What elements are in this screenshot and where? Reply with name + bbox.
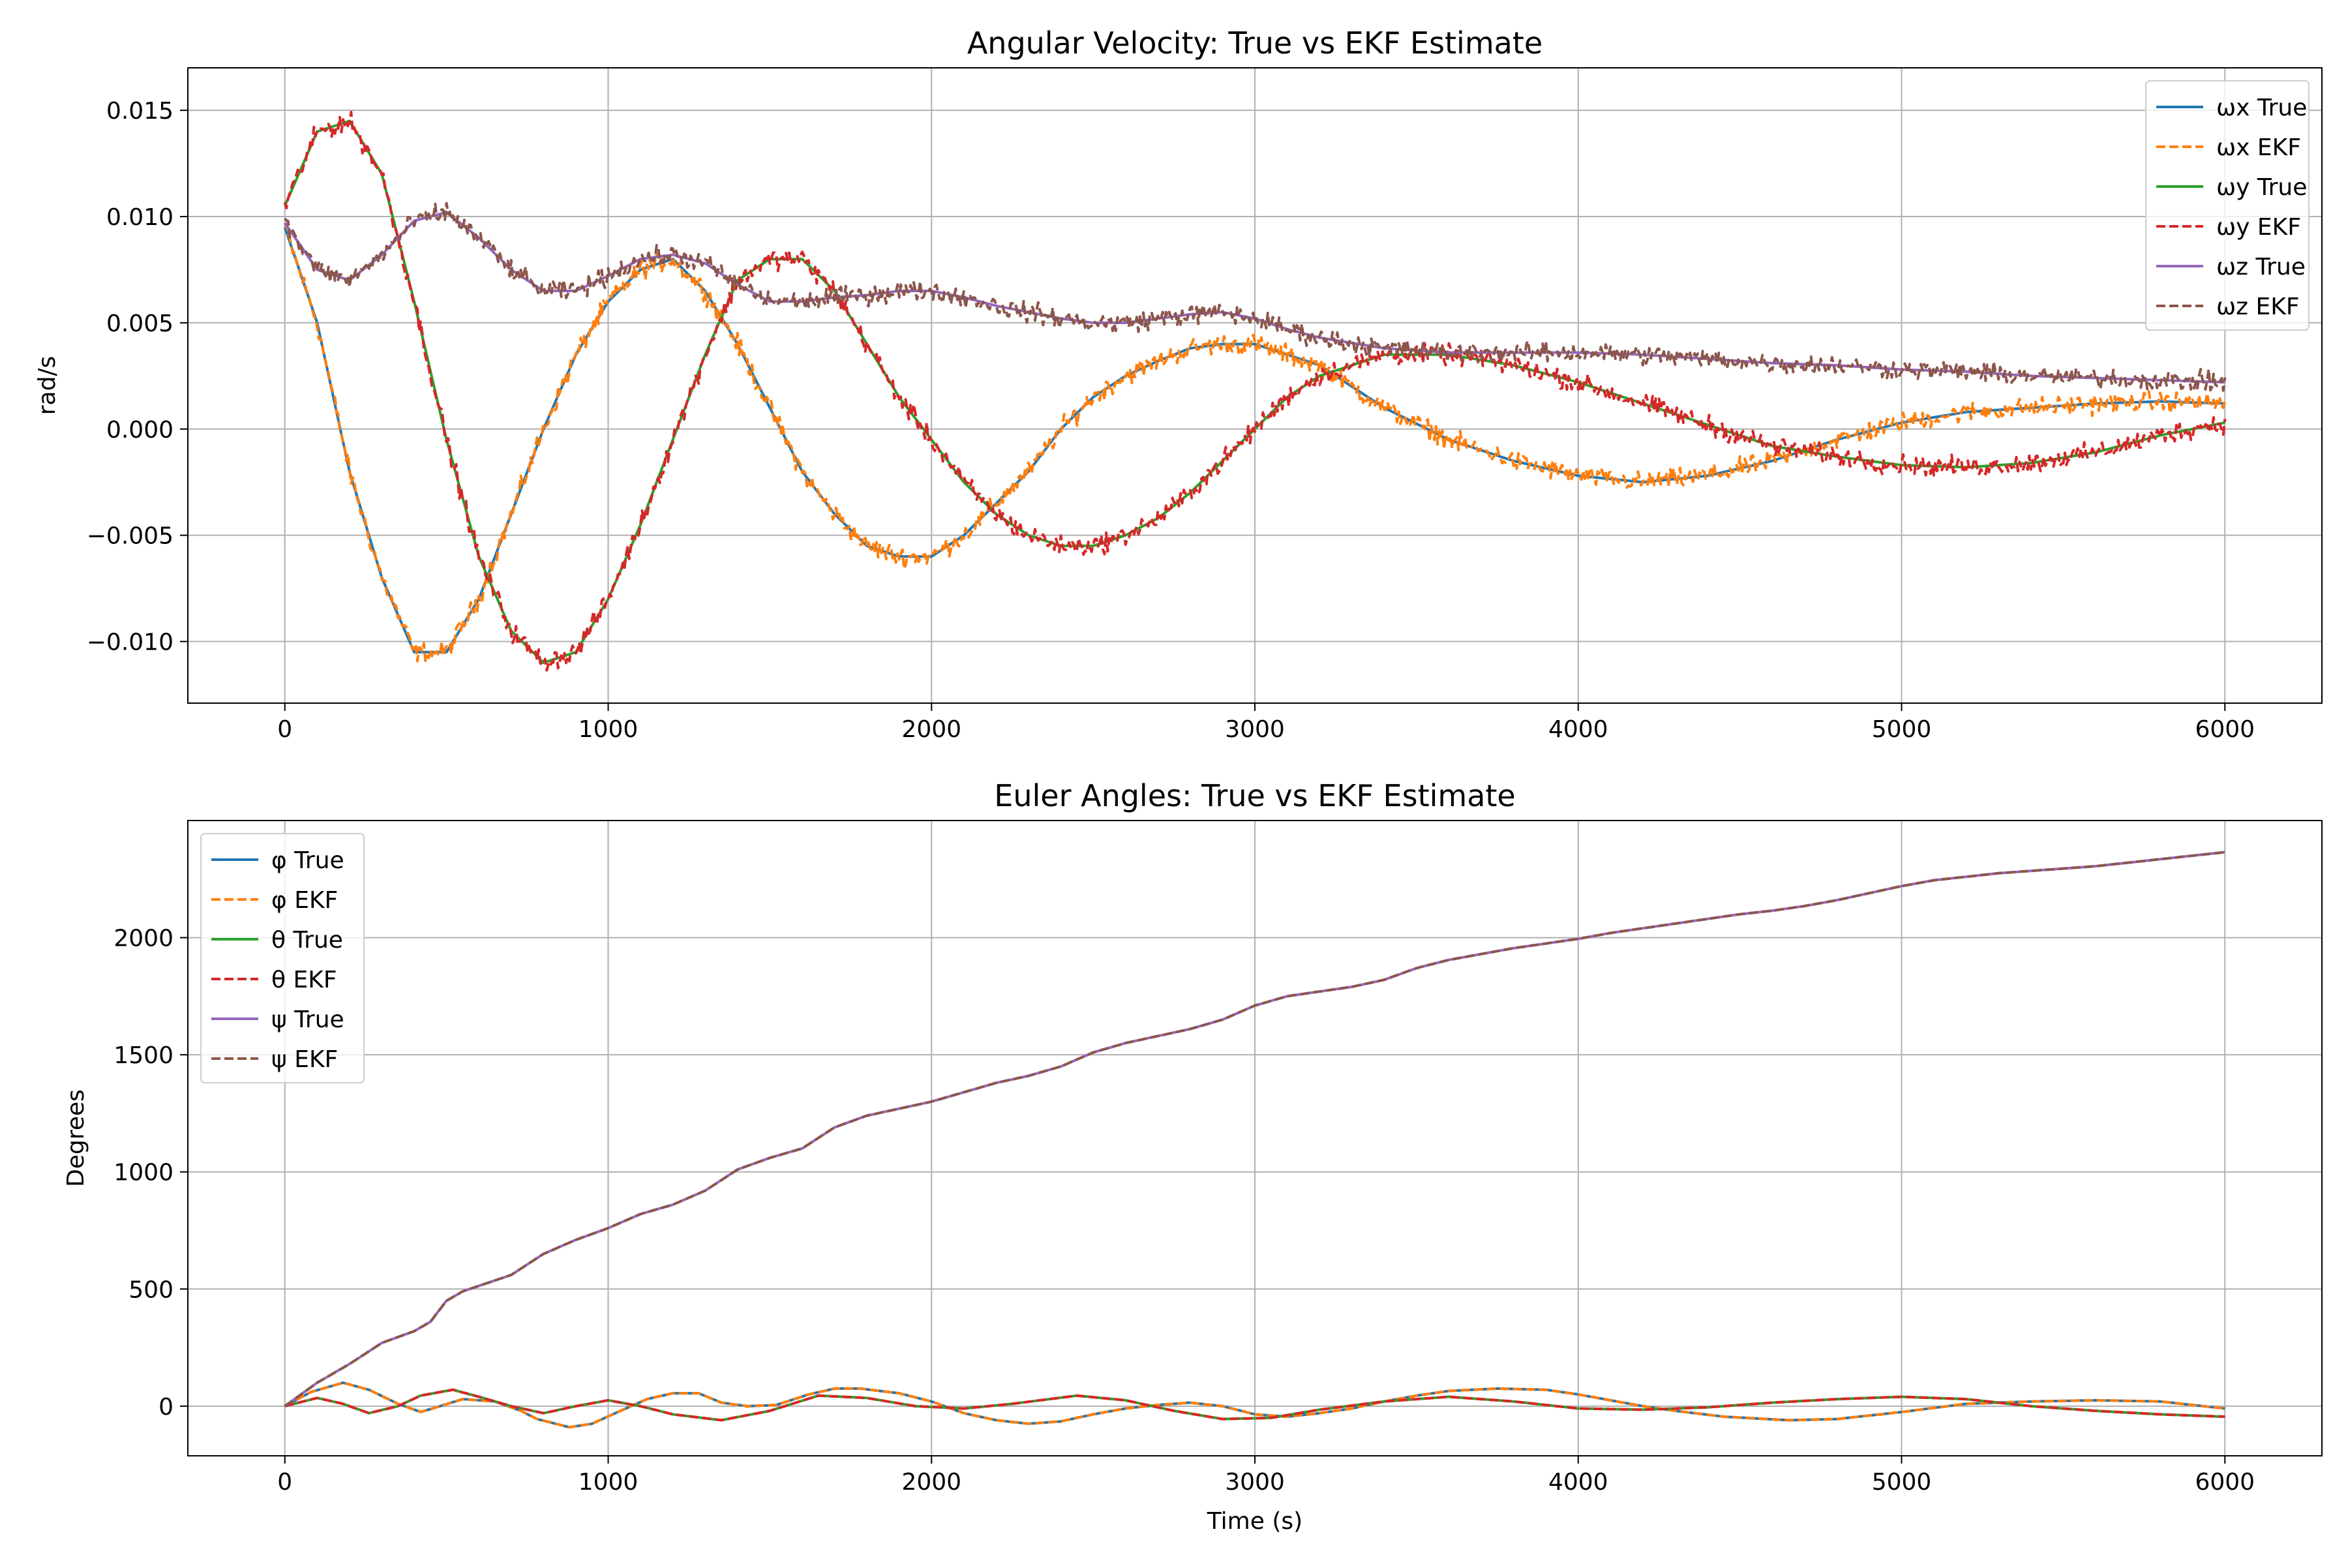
euler-angles-legend-box [200, 833, 365, 1083]
euler-angles-legend-label: θ EKF [271, 967, 337, 993]
euler-angles-xtick-label: 5000 [1872, 1469, 1932, 1496]
angular-velocity-series-5 [284, 202, 2227, 392]
angular-velocity-xtick-label: 3000 [1225, 716, 1285, 743]
euler-angles-xtick-label: 3000 [1225, 1469, 1285, 1496]
euler-angles-legend-label: φ EKF [271, 887, 338, 914]
euler-angles-title: Euler Angles: True vs EKF Estimate [994, 778, 1515, 813]
angular-velocity-ytick-label: −0.005 [87, 523, 173, 550]
euler-angles-ytick-label: 500 [128, 1276, 173, 1303]
euler-angles-ytick-label: 1000 [113, 1160, 173, 1186]
euler-angles-series-5 [284, 851, 2225, 1408]
angular-velocity-legend-label: ωy True [2216, 174, 2307, 201]
angular-velocity-ytick-label: 0.000 [106, 417, 173, 444]
euler-angles-ytick-label: 0 [158, 1394, 173, 1421]
euler-angles-series-3 [284, 1388, 2225, 1422]
angular-velocity-legend: ωx True ωx EKF ωy True ωy EKF ωz True ωz EKF [2145, 80, 2310, 331]
euler-angles-xtick-label: 1000 [579, 1469, 639, 1496]
euler-angles-chart: 0 1000 2000 3000 4000 5000 6000 0 500 1000 1500 200… [63, 778, 2323, 1535]
angular-velocity-series-3 [283, 110, 2227, 672]
angular-velocity-series-group [283, 110, 2227, 672]
euler-angles-xlabel: Time (s) [1207, 1508, 1302, 1535]
angular-velocity-series-1 [284, 222, 2227, 663]
angular-velocity-xtick-label: 5000 [1872, 716, 1932, 743]
angular-velocity-xtick-label: 1000 [579, 716, 639, 743]
angular-velocity-legend-label: ωx EKF [2216, 134, 2301, 161]
euler-angles-ytick-label: 1500 [113, 1042, 173, 1069]
angular-velocity-legend-label: ωz True [2216, 254, 2306, 280]
angular-velocity-legend-box [2145, 80, 2310, 331]
angular-velocity-xtick-label: 6000 [2195, 716, 2255, 743]
euler-angles-legend-label: θ True [271, 927, 343, 954]
euler-angles-legend-label: ψ EKF [271, 1046, 338, 1073]
angular-velocity-ylabel: rad/s [34, 356, 61, 415]
euler-angles-legend-label: φ True [271, 847, 344, 874]
angular-velocity-ytick-label: 0.010 [106, 204, 173, 231]
euler-angles-series-group [284, 851, 2225, 1429]
euler-angles-ytick-label: 2000 [113, 926, 173, 952]
angular-velocity-legend-label: ωx True [2216, 95, 2307, 121]
angular-velocity-title: Angular Velocity: True vs EKF Estimate [967, 25, 1543, 61]
angular-velocity-legend-label: ωz EKF [2216, 294, 2300, 320]
angular-velocity-ytick-label: 0.015 [106, 98, 173, 125]
euler-angles-xtick-label: 0 [277, 1469, 292, 1496]
euler-angles-ylabel: Degrees [63, 1089, 89, 1187]
angular-velocity-chart: 0 1000 2000 3000 4000 5000 6000 −0.010 −0.005 0.0… [34, 25, 2323, 743]
angular-velocity-legend-label: ωy EKF [2216, 214, 2301, 241]
euler-angles-legend: φ True φ EKF θ True θ EKF ψ True ψ EKF [200, 833, 365, 1083]
angular-velocity-xtick-label: 0 [277, 716, 292, 743]
euler-angles-xtick-label: 6000 [2195, 1469, 2255, 1496]
angular-velocity-ytick-label: −0.010 [87, 629, 173, 656]
euler-angles-legend-label: ψ True [271, 1006, 344, 1033]
euler-angles-xtick-label: 2000 [901, 1469, 961, 1496]
euler-angles-xtick-label: 4000 [1548, 1469, 1608, 1496]
euler-angles-series-1 [284, 1381, 2225, 1429]
angular-velocity-xtick-label: 2000 [901, 716, 961, 743]
angular-velocity-ytick-label: 0.005 [106, 310, 173, 337]
angular-velocity-xtick-label: 4000 [1548, 716, 1608, 743]
